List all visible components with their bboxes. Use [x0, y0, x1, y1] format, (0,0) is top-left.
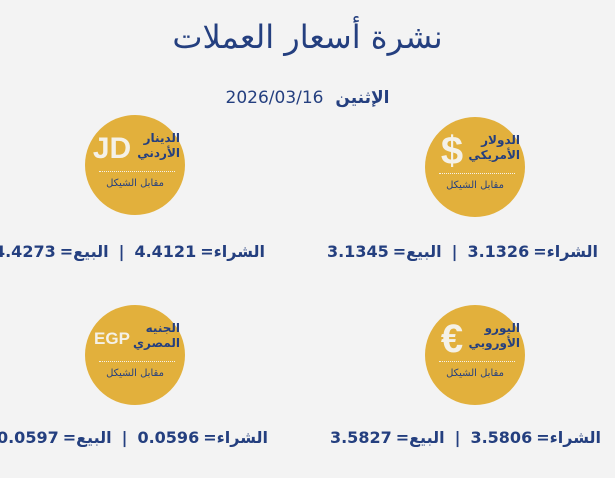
- currency-symbol-icon: JD: [92, 132, 132, 165]
- date-value: 2026/03/16: [225, 88, 324, 108]
- separator: |: [118, 242, 125, 261]
- rate-line: الشراء= 0.0596 | البيع= 0.0597: [0, 428, 268, 447]
- sell-value: 3.5827: [329, 428, 392, 447]
- versus-label: مقابل الشيكل: [106, 368, 164, 379]
- currency-badge: EGP الجنيه المصري مقابل الشيكل: [85, 305, 185, 405]
- divider: [439, 361, 515, 362]
- date-line: الإثنين 2026/03/16: [0, 88, 615, 108]
- currency-name: الدولار الأمريكي: [468, 133, 520, 162]
- sell-value: 3.1345: [326, 242, 389, 261]
- versus-label: مقابل الشيكل: [106, 178, 164, 189]
- buy-value: 3.5806: [470, 428, 533, 447]
- currency-badge: JD الدينار الأردني مقابل الشيكل: [85, 115, 185, 215]
- currency-name: الدينار الأردني: [137, 131, 180, 160]
- sell-label: البيع=: [59, 242, 109, 261]
- currency-symbol-icon: €: [440, 321, 464, 357]
- page-title: نشرة أسعار العملات: [172, 18, 443, 56]
- separator: |: [121, 428, 128, 447]
- separator: |: [454, 428, 461, 447]
- sell-label: البيع=: [395, 428, 445, 447]
- sell-label: البيع=: [392, 242, 442, 261]
- buy-label: الشراء=: [536, 428, 601, 447]
- divider: [99, 171, 175, 172]
- sell-label: البيع=: [62, 428, 112, 447]
- buy-value: 4.4121: [134, 242, 197, 261]
- currency-badge: € اليورو الأوروبي مقابل الشيكل: [425, 305, 525, 405]
- rate-line: الشراء= 4.4121 | البيع= 4.4273: [0, 242, 265, 261]
- buy-label: الشراء=: [200, 242, 265, 261]
- versus-label: مقابل الشيكل: [446, 368, 504, 379]
- buy-label: الشراء=: [203, 428, 268, 447]
- currency-symbol-icon: $: [440, 133, 464, 169]
- sell-value: 0.0597: [0, 428, 59, 447]
- versus-label: مقابل الشيكل: [446, 180, 504, 191]
- buy-value: 3.1326: [467, 242, 530, 261]
- sell-value: 4.4273: [0, 242, 56, 261]
- divider: [439, 173, 515, 174]
- rate-line: الشراء= 3.1326 | البيع= 3.1345: [327, 242, 598, 261]
- buy-value: 0.0596: [137, 428, 200, 447]
- day-label: الإثنين: [335, 88, 390, 108]
- currency-symbol-icon: EGP: [94, 329, 130, 348]
- buy-label: الشراء=: [533, 242, 598, 261]
- currency-badge: $ الدولار الأمريكي مقابل الشيكل: [425, 117, 525, 217]
- separator: |: [451, 242, 458, 261]
- rate-line: الشراء= 3.5806 | البيع= 3.5827: [330, 428, 601, 447]
- divider: [99, 361, 175, 362]
- currency-name: اليورو الأوروبي: [468, 321, 520, 350]
- currency-name: الجنيه المصري: [133, 321, 180, 350]
